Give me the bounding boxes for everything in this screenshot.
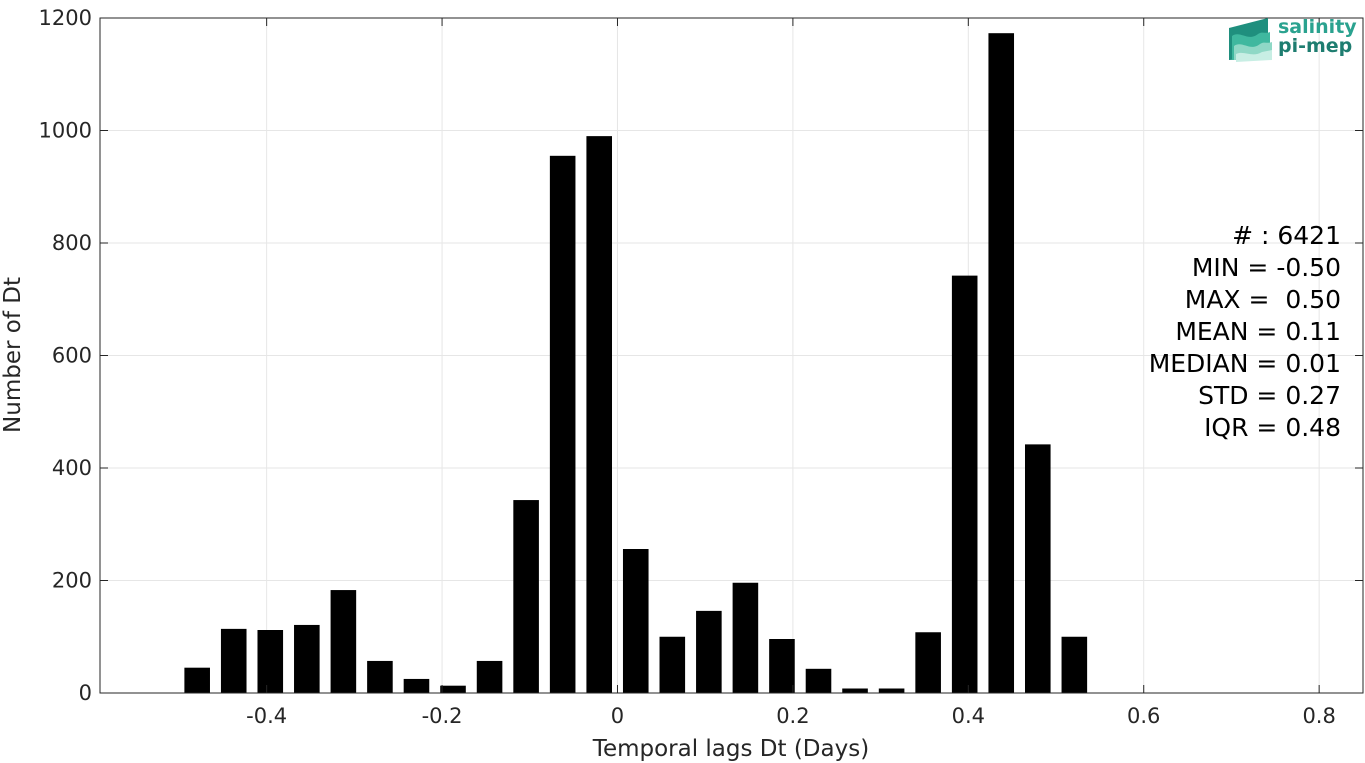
stats-line-3: MEAN = 0.11 — [1175, 317, 1341, 346]
bar-18 — [842, 688, 868, 693]
stats-line-6: IQR = 0.48 — [1204, 413, 1341, 442]
bar-5 — [367, 660, 393, 693]
bar-19 — [878, 688, 905, 693]
salinity-pi-mep-logo: salinity pi-mep — [1229, 16, 1357, 62]
bar-2 — [257, 630, 284, 693]
stats-line-4: MEDIAN = 0.01 — [1149, 349, 1341, 378]
bar-11 — [586, 136, 613, 693]
logo-line2: pi-mep — [1278, 35, 1352, 57]
wave-logo-icon — [1229, 18, 1272, 62]
bar-12 — [622, 549, 649, 693]
stats-line-1: MIN = -0.50 — [1192, 253, 1341, 282]
x-tick-label-5: 0.6 — [1127, 704, 1160, 728]
bar-24 — [1061, 636, 1088, 693]
y-tick-label-6: 1200 — [39, 6, 92, 30]
bar-21 — [951, 275, 978, 693]
logo-line1: salinity — [1278, 16, 1357, 38]
bar-4 — [330, 590, 357, 693]
bar-3 — [294, 624, 320, 693]
y-tick-label-4: 800 — [52, 231, 92, 255]
y-tick-label-3: 600 — [52, 344, 92, 368]
bar-23 — [1024, 444, 1051, 693]
stats-line-0: # : 6421 — [1232, 221, 1341, 250]
bar-0 — [184, 667, 210, 693]
bar-8 — [476, 660, 503, 693]
bar-17 — [805, 668, 832, 693]
bar-14 — [696, 610, 722, 693]
stats-box: # : 6421 MIN = -0.50 MAX = 0.50 MEAN = 0.11… — [1149, 221, 1341, 442]
x-tick-label-2: 0 — [611, 704, 624, 728]
bar-1 — [220, 628, 247, 693]
y-axis-label: Number of Dt — [0, 277, 26, 433]
y-tick-label-1: 200 — [52, 569, 92, 593]
bar-20 — [915, 632, 941, 693]
bar-9 — [513, 500, 539, 693]
stats-line-2: MAX = 0.50 — [1185, 285, 1341, 314]
bar-16 — [769, 639, 795, 693]
y-axis-ticks: 0 200 400 600 800 1000 1200 — [39, 6, 1363, 705]
bars — [184, 33, 1088, 693]
bar-22 — [988, 33, 1015, 693]
bar-13 — [659, 636, 686, 693]
x-tick-label-1: -0.2 — [422, 704, 463, 728]
stats-line-5: STD = 0.27 — [1198, 381, 1341, 410]
bar-6 — [403, 678, 430, 693]
x-tick-label-0: -0.4 — [246, 704, 287, 728]
x-tick-label-6: 0.8 — [1302, 704, 1335, 728]
y-tick-label-2: 400 — [52, 456, 92, 480]
y-tick-label-5: 1000 — [39, 119, 92, 143]
x-axis-label: Temporal lags Dt (Days) — [592, 736, 869, 762]
x-tick-label-3: 0.2 — [776, 704, 809, 728]
bar-15 — [732, 582, 759, 693]
y-tick-label-0: 0 — [79, 681, 92, 705]
x-tick-label-4: 0.4 — [952, 704, 985, 728]
bar-7 — [440, 685, 466, 693]
bar-10 — [549, 155, 576, 693]
x-axis-ticks: -0.4 -0.2 0 0.2 0.4 0.6 0.8 — [246, 18, 1336, 728]
